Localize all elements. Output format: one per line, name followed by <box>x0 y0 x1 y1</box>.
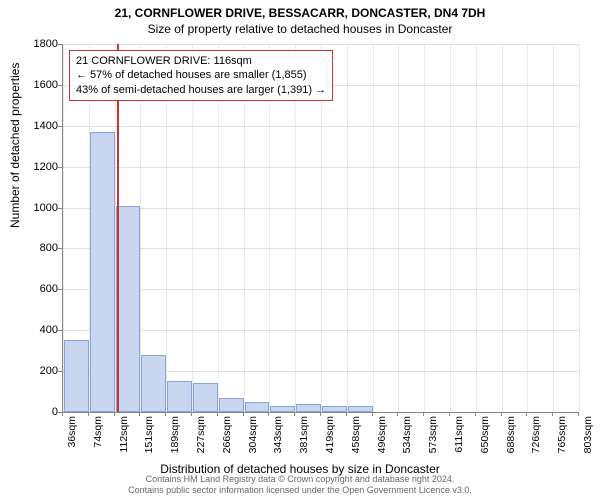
x-tick-label: 227sqm <box>195 416 207 453</box>
callout-box: 21 CORNFLOWER DRIVE: 116sqm ← 57% of det… <box>69 50 333 101</box>
gridline-v <box>527 44 528 412</box>
y-tick-label: 800 <box>18 242 58 254</box>
y-tick-label: 1600 <box>18 79 58 91</box>
x-tick-mark <box>578 412 579 416</box>
x-tick-mark <box>88 412 89 416</box>
x-tick-mark <box>346 412 347 416</box>
x-tick-mark <box>320 412 321 416</box>
y-tick-label: 1000 <box>18 202 58 214</box>
gridline-v <box>398 44 399 412</box>
y-tick-label: 1400 <box>18 120 58 132</box>
footer-text: Contains HM Land Registry data © Crown c… <box>0 474 600 496</box>
x-tick-label: 458sqm <box>350 416 362 453</box>
gridline-v <box>373 44 374 412</box>
x-tick-label: 189sqm <box>169 416 181 453</box>
histogram-bar <box>245 402 270 412</box>
x-tick-label: 573sqm <box>427 416 439 453</box>
x-tick-mark <box>475 412 476 416</box>
x-tick-mark <box>501 412 502 416</box>
footer-line-2: Contains public sector information licen… <box>0 485 600 496</box>
x-tick-label: 381sqm <box>298 416 310 453</box>
x-tick-mark <box>423 412 424 416</box>
histogram-bar <box>116 206 141 412</box>
gridline-v <box>424 44 425 412</box>
x-tick-label: 688sqm <box>505 416 517 453</box>
y-tick-label: 200 <box>18 365 58 377</box>
histogram-bar <box>90 132 115 412</box>
x-tick-label: 419sqm <box>324 416 336 453</box>
gridline-v <box>579 44 580 412</box>
histogram-bar <box>193 383 218 412</box>
x-tick-mark <box>114 412 115 416</box>
y-tick-label: 0 <box>18 406 58 418</box>
gridline-h <box>63 412 579 413</box>
x-tick-mark <box>268 412 269 416</box>
histogram-bar <box>348 406 373 412</box>
x-tick-mark <box>449 412 450 416</box>
x-tick-mark <box>191 412 192 416</box>
x-tick-label: 650sqm <box>479 416 491 453</box>
callout-line-1: 21 CORNFLOWER DRIVE: 116sqm <box>76 54 326 68</box>
x-tick-label: 611sqm <box>453 416 465 453</box>
x-tick-mark <box>397 412 398 416</box>
chart-title-main: 21, CORNFLOWER DRIVE, BESSACARR, DONCAST… <box>0 0 600 20</box>
x-tick-label: 151sqm <box>143 416 155 453</box>
x-tick-mark <box>139 412 140 416</box>
footer-line-1: Contains HM Land Registry data © Crown c… <box>0 474 600 485</box>
y-tick-label: 400 <box>18 324 58 336</box>
x-tick-mark <box>526 412 527 416</box>
histogram-bar <box>167 381 192 412</box>
x-tick-label: 496sqm <box>376 416 388 453</box>
histogram-bar <box>322 406 347 412</box>
gridline-v <box>476 44 477 412</box>
y-tick-label: 600 <box>18 283 58 295</box>
y-tick-label: 1800 <box>18 38 58 50</box>
x-tick-label: 803sqm <box>582 416 594 453</box>
x-tick-label: 765sqm <box>556 416 568 453</box>
callout-line-2: ← 57% of detached houses are smaller (1,… <box>76 68 326 82</box>
x-tick-mark <box>372 412 373 416</box>
plot-area: 21 CORNFLOWER DRIVE: 116sqm ← 57% of det… <box>62 44 579 413</box>
x-tick-label: 304sqm <box>247 416 259 453</box>
x-tick-mark <box>62 412 63 416</box>
x-tick-label: 726sqm <box>530 416 542 453</box>
x-tick-label: 112sqm <box>118 416 130 453</box>
chart-container: 21, CORNFLOWER DRIVE, BESSACARR, DONCAST… <box>0 0 600 500</box>
x-tick-label: 266sqm <box>221 416 233 453</box>
x-tick-mark <box>294 412 295 416</box>
y-tick-label: 1200 <box>18 161 58 173</box>
histogram-bar <box>141 355 166 412</box>
x-tick-mark <box>243 412 244 416</box>
gridline-v <box>347 44 348 412</box>
callout-line-3: 43% of semi-detached houses are larger (… <box>76 83 326 97</box>
gridline-v <box>502 44 503 412</box>
histogram-bar <box>296 404 321 412</box>
x-tick-label: 36sqm <box>66 416 78 448</box>
gridline-v <box>450 44 451 412</box>
histogram-bar <box>270 406 295 412</box>
x-tick-mark <box>165 412 166 416</box>
x-tick-mark <box>217 412 218 416</box>
histogram-bar <box>219 398 244 412</box>
x-tick-label: 534sqm <box>401 416 413 453</box>
x-tick-mark <box>552 412 553 416</box>
x-tick-label: 74sqm <box>92 416 104 448</box>
histogram-bar <box>64 340 89 412</box>
gridline-v <box>553 44 554 412</box>
x-tick-label: 343sqm <box>272 416 284 453</box>
chart-title-sub: Size of property relative to detached ho… <box>0 20 600 36</box>
